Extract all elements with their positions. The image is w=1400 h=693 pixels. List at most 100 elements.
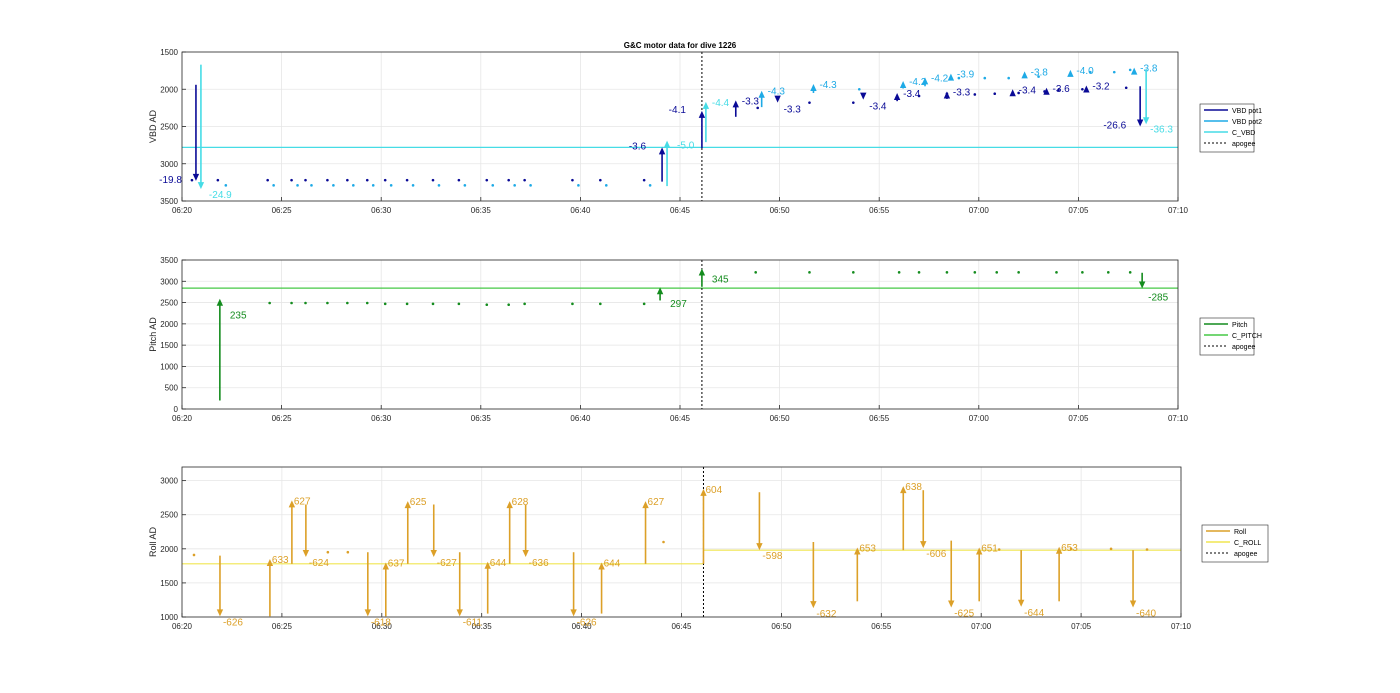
move-value-label: -3.4 [903,89,921,100]
x-tick-label: 06:20 [172,206,193,215]
data-point-pitch [945,271,949,274]
move-value-label: -3.4 [1019,85,1037,96]
data-point-vbd-pot2 [1128,68,1132,72]
data-point-pitch [808,271,811,274]
move-value-label: -626 [577,617,597,628]
data-point-vbd-pot2 [513,184,516,187]
move-arrow-head [700,488,707,496]
data-point-vbd-pot2 [529,184,532,187]
data-point-vbd-pot1 [756,106,759,110]
move-arrow-head [698,268,706,276]
move-arrow-head [1142,117,1150,125]
data-point-roll [1145,548,1149,551]
data-point-pitch [405,302,409,306]
data-point-pitch [1017,271,1020,274]
move-arrow-head [732,100,739,108]
y-axis-label: VBD AD [148,109,158,143]
data-point-vbd-pot2 [411,184,415,187]
move-value-label: -636 [529,558,549,569]
data-point-pitch [754,271,757,274]
move-value-label: 297 [670,299,687,310]
data-point-vbd-pot1 [431,178,435,182]
data-point-vbd-pot2 [272,184,275,187]
y-axis-label: Roll AD [148,526,158,557]
data-point-vbd-pot2 [491,184,495,187]
data-point-vbd-pot2 [604,184,608,187]
y-tick-label: 1000 [160,613,178,622]
move-arrow-head [658,147,666,155]
move-value-label: 653 [1061,543,1078,554]
move-value-label: -606 [926,549,946,560]
x-tick-label: 06:30 [372,622,393,631]
move-arrow-head [1043,87,1050,95]
data-point-vbd-pot2 [224,184,228,187]
data-point-roll [662,540,665,544]
axes-border [181,51,1179,202]
panel-2: 06:20 06:25 06:30 06:35 06:40 06:45 06:50 06:55… [148,256,1262,423]
move-value-label: -4.2 [909,77,927,88]
data-point-pitch [599,302,602,306]
x-tick-label: 06:35 [472,622,493,631]
move-arrow-head [570,609,577,617]
data-point-vbd-pot2 [957,76,961,80]
panel-3: 06:20 06:25 06:30 06:35 06:40 06:45 06:50 06:55… [148,466,1269,631]
move-arrow-head [216,298,224,306]
data-point-pitch [1055,271,1058,274]
x-tick-label: 06:45 [670,206,691,215]
x-tick-label: 07:05 [1068,414,1089,423]
move-arrow-head [948,600,955,608]
x-tick-label: 07:05 [1068,206,1089,215]
move-value-label: -3.9 [957,70,975,81]
data-point-vbd-pot1 [808,101,811,104]
move-arrow-head [1055,546,1063,554]
move-arrow-head [774,95,781,103]
move-arrow-head [921,77,929,85]
data-point-vbd-pot1 [216,178,220,182]
figure-title: G&C motor data for dive 1226 [624,41,737,50]
data-point-roll [192,553,196,557]
move-arrow-head [642,501,649,509]
y-tick-label: 1000 [160,362,178,371]
data-point-vbd-pot1 [973,93,977,96]
x-tick-label: 06:40 [570,414,591,423]
data-point-vbd-pot2 [310,184,313,187]
move-arrow-head [947,73,955,81]
data-point-vbd-pot1 [1124,86,1128,90]
data-point-roll [997,548,1001,551]
move-value-label: -3.3 [742,96,760,107]
data-point-roll [346,550,350,554]
data-point-vbd-pot1 [383,178,387,182]
move-arrow-head [1129,600,1137,608]
data-point-vbd-pot2 [371,184,375,187]
move-value-label: 633 [272,555,289,566]
x-tick-label: 07:10 [1168,414,1189,423]
x-tick-label: 06:50 [770,414,791,423]
x-tick-label: 06:40 [572,622,593,631]
y-tick-label: 2000 [160,320,178,329]
move-value-label: -36.3 [1150,124,1173,135]
data-point-vbd-pot1 [852,101,855,104]
move-value-label: -3.3 [953,87,971,98]
data-point-pitch [897,271,901,274]
data-point-vbd-pot2 [1089,70,1092,74]
move-value-label: -624 [309,558,329,569]
move-value-label: -3.3 [784,105,802,116]
y-tick-label: 500 [165,384,179,393]
legend-entry: Pitch [1232,322,1248,329]
move-arrow-head [1083,85,1090,93]
data-point-roll [326,550,330,554]
move-arrow-head [1130,67,1138,75]
move-arrow-head [756,543,763,551]
legend-entry: VBD pot1 [1232,108,1262,115]
x-tick-label: 07:00 [969,414,990,423]
data-point-pitch [431,302,435,306]
move-value-label: 627 [648,497,665,508]
x-tick-label: 06:25 [272,414,293,423]
x-tick-label: 06:55 [869,414,890,423]
move-value-label: -4.3 [768,87,786,98]
data-point-vbd-pot1 [365,178,369,182]
data-point-pitch [523,302,526,306]
y-tick-label: 2500 [160,123,178,132]
y-tick-label: 2500 [160,299,178,308]
move-value-label: 637 [388,558,405,569]
